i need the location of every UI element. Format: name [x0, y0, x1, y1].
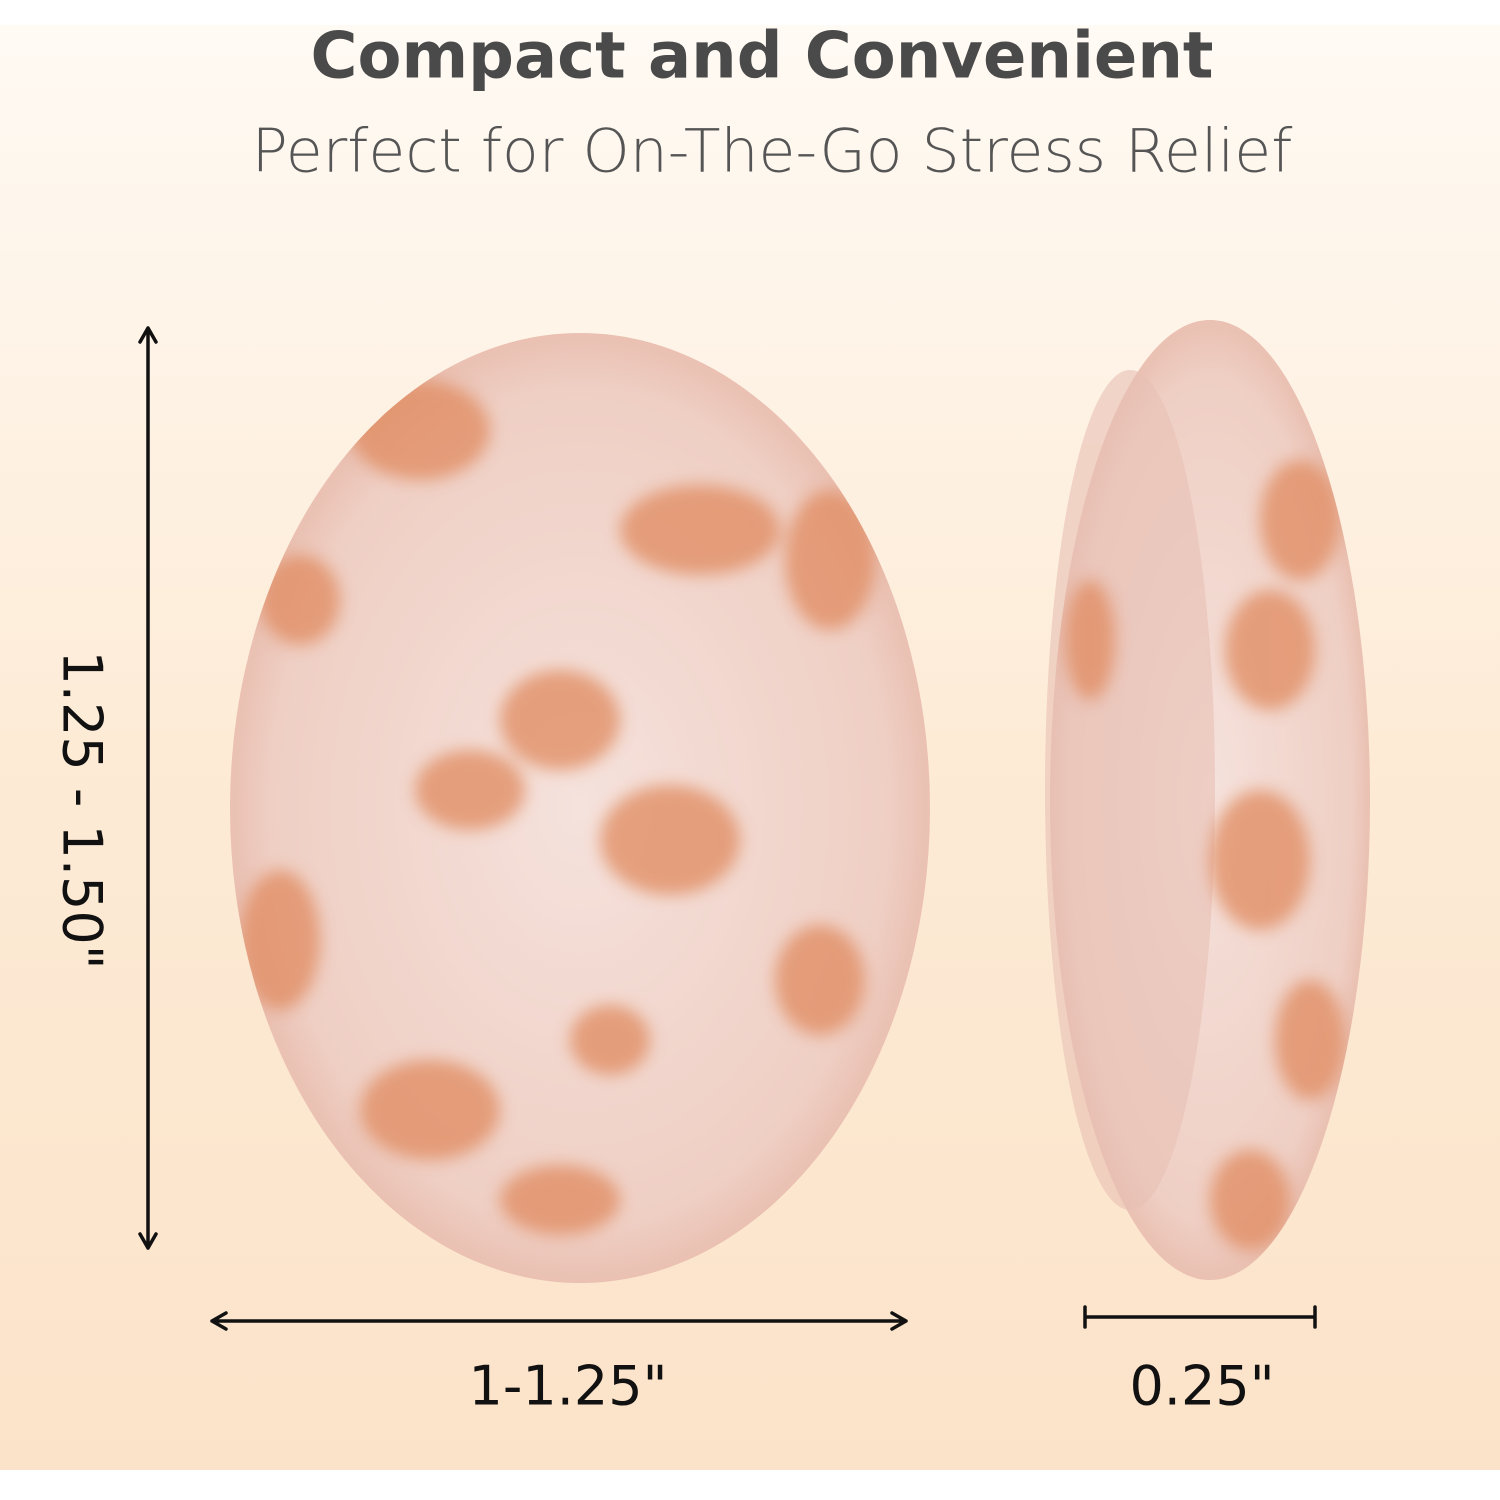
title: Compact and Convenient — [311, 20, 1214, 94]
width-arrow — [210, 1311, 908, 1331]
stone-front — [230, 333, 930, 1283]
width-label: 1-1.25" — [469, 1355, 668, 1418]
thickness-bar — [1083, 1305, 1317, 1329]
height-label: 1.25 - 1.50" — [50, 650, 113, 969]
thickness-label: 0.25" — [1129, 1355, 1274, 1418]
height-arrow — [138, 326, 158, 1250]
subtitle: Perfect for On-The-Go Stress Relief — [252, 117, 1293, 187]
stone-side — [1045, 320, 1370, 1280]
